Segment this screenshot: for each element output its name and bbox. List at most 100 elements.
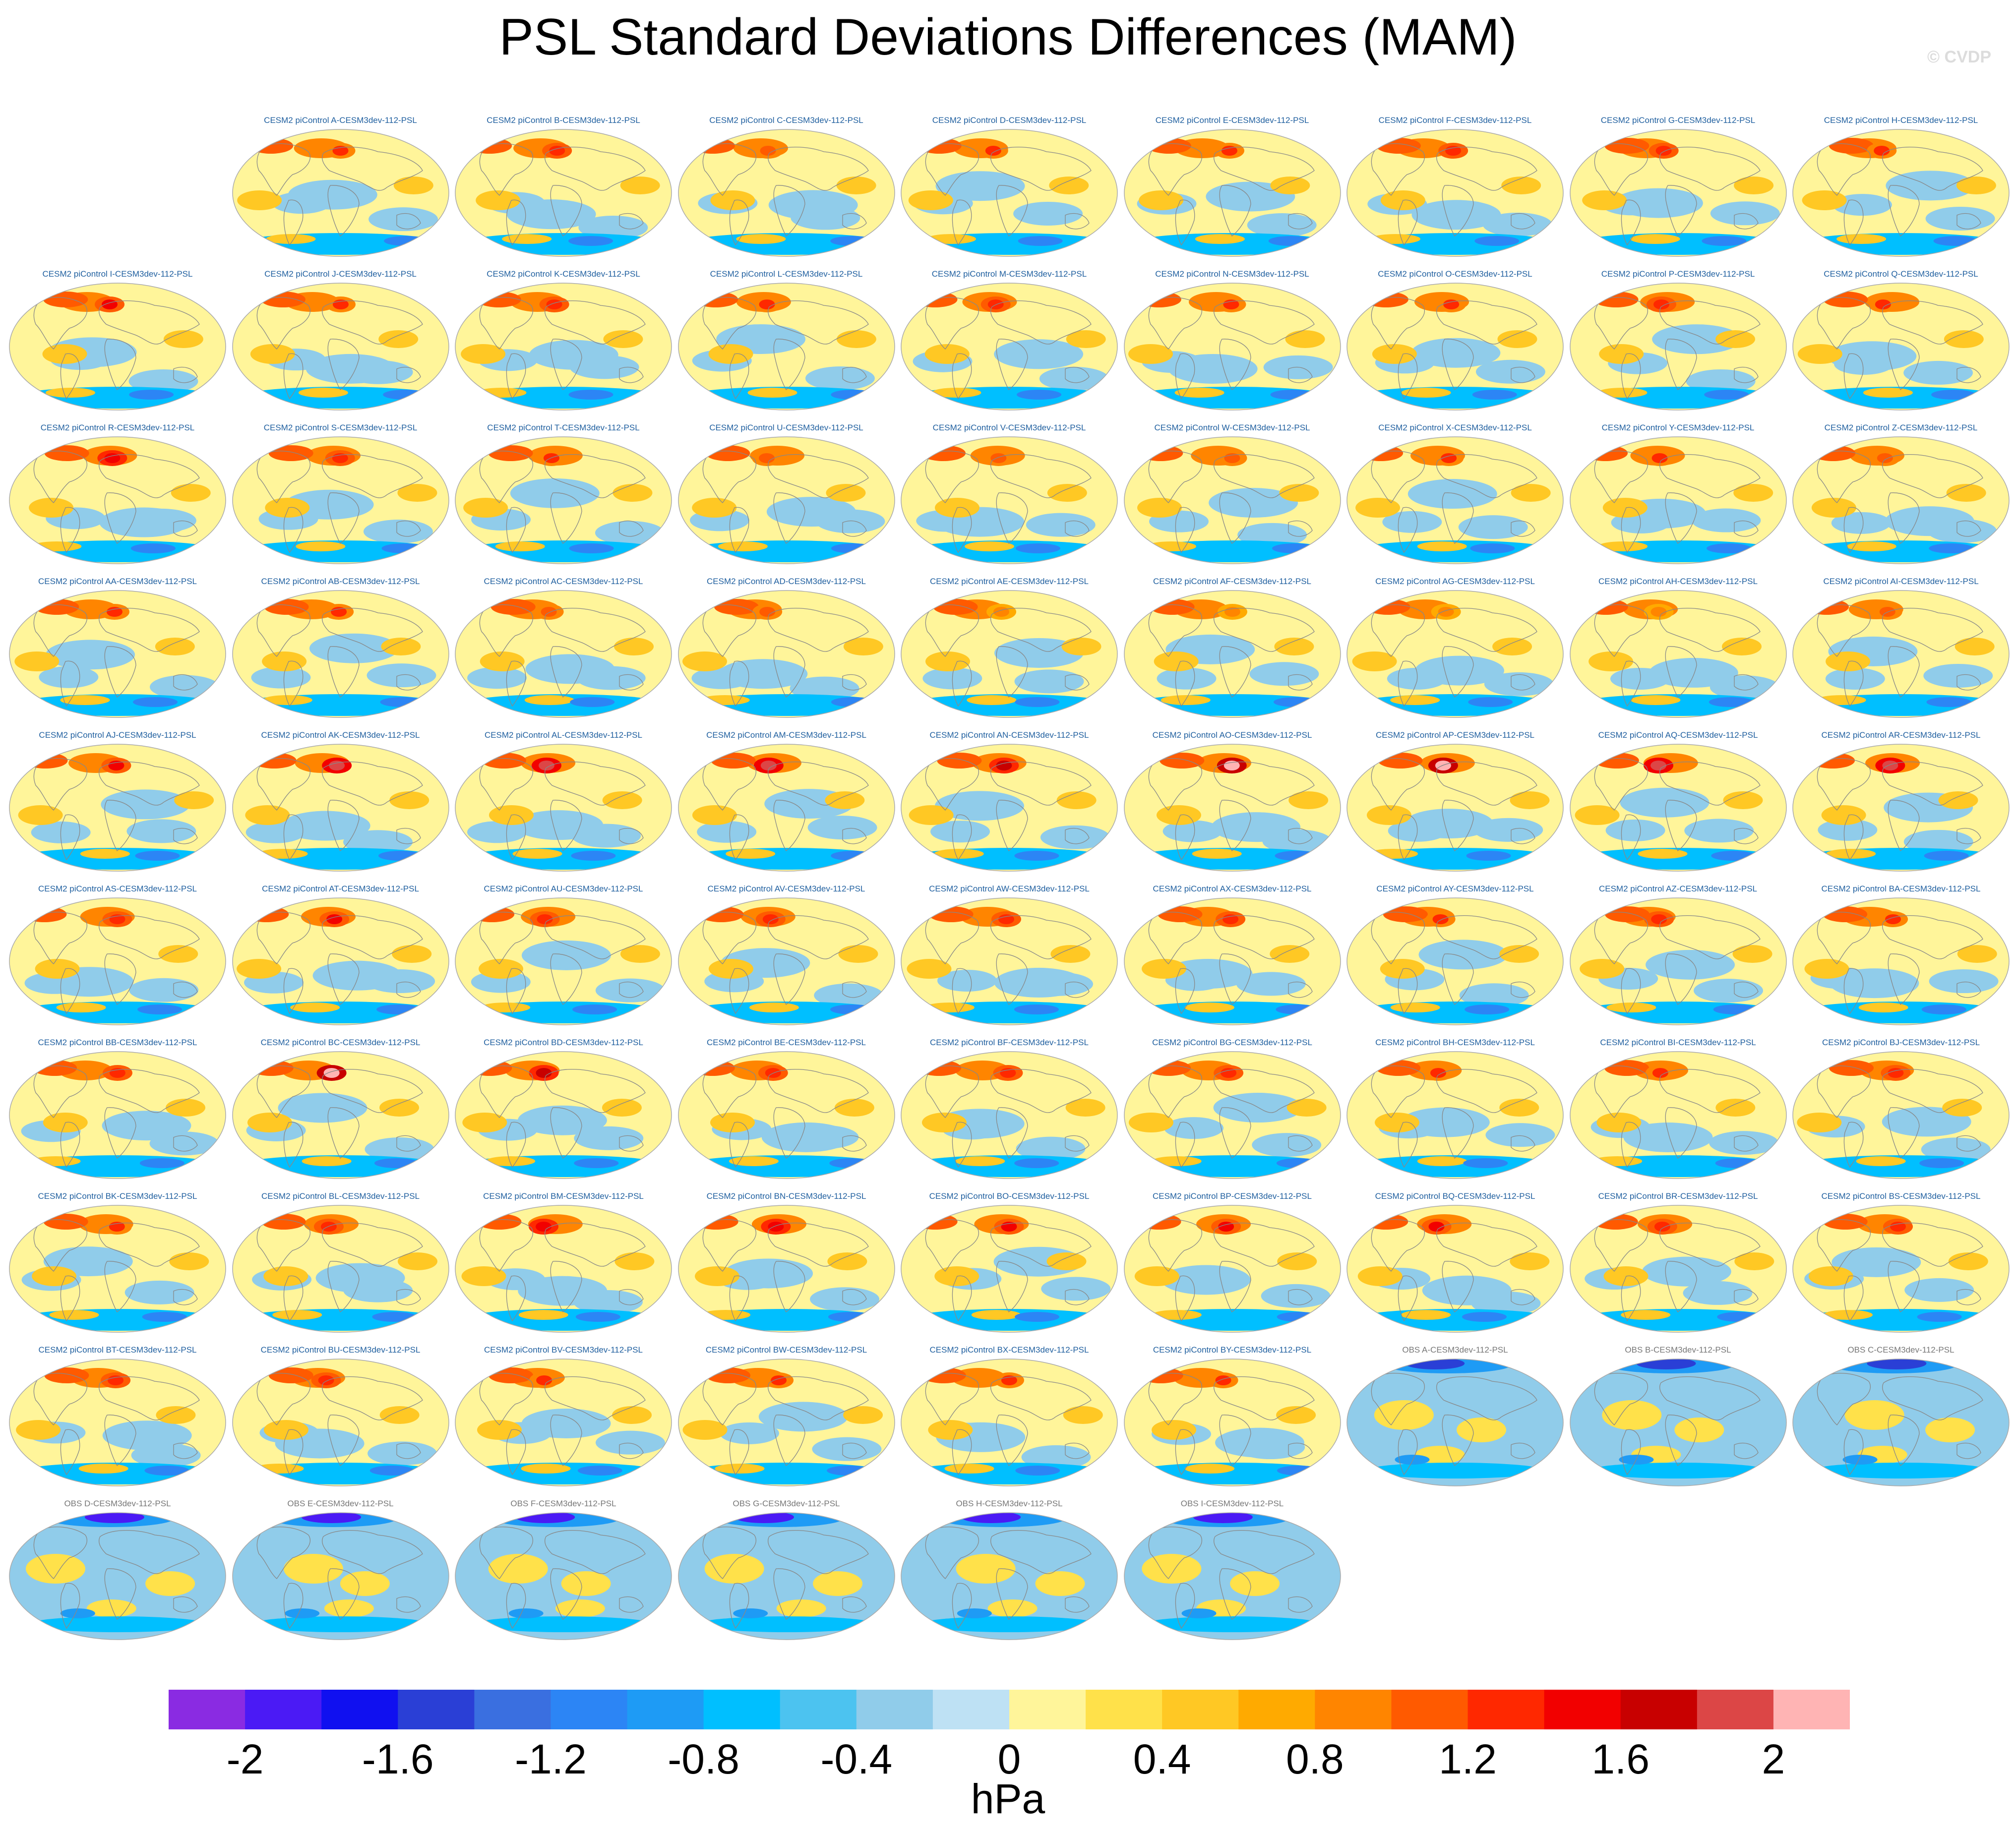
anomaly-region [1944,330,1984,348]
coastline [173,828,198,844]
coastline [996,1568,1028,1620]
map-panel: OBS C-CESM3dev-112-PSL [1789,1345,2013,1493]
map-border [232,1205,449,1333]
anomaly-region [705,1367,750,1383]
anomaly-region [371,1312,417,1322]
coastline [550,185,582,237]
coastline [619,1289,644,1305]
world-map [9,590,226,718]
coastline [1436,147,1537,191]
coastline [1287,1442,1313,1459]
map-panel: CESM2 piControl BL-CESM3dev-112-PSL [229,1191,452,1340]
anomaly-region [1274,851,1319,861]
panel-title: CESM2 piControl BN-CESM3dev-112-PSL [706,1191,866,1201]
anomaly-region [1358,445,1404,461]
anomaly-region [1138,1367,1183,1383]
coastline [1594,604,1648,657]
coastline [1888,339,1920,390]
coastline [60,814,80,861]
anomaly-region [682,651,727,671]
anomaly-region [830,390,875,400]
coastline [327,185,360,237]
coastline [1882,147,1983,191]
anomaly-region [133,697,178,707]
anomaly-region [1370,234,1420,244]
coastline [1287,520,1313,537]
anomaly-region [1475,359,1545,384]
anomaly-region [142,1312,187,1322]
coastline [396,520,421,537]
panel-title: OBS D-CESM3dev-112-PSL [64,1499,171,1508]
panel-title: CESM2 piControl AQ-CESM3dev-112-PSL [1598,730,1758,740]
map-panel: CESM2 piControl W-CESM3dev-112-PSL [1121,422,1344,571]
anomaly-region [831,543,876,553]
coastline [767,608,869,652]
anomaly-region [1355,498,1401,518]
map-panel: CESM2 piControl BO-CESM3dev-112-PSL [898,1191,1121,1340]
world-map [1123,1205,1341,1333]
coastline [952,1122,972,1168]
map-panel: CESM2 piControl K-CESM3dev-112-PSL [452,269,675,417]
anomaly-region [1829,1060,1874,1076]
map-border [677,1051,895,1179]
coastline [1398,353,1418,400]
coastline [256,143,310,196]
anomaly-region [1597,541,1648,551]
panel-title: CESM2 piControl BT-CESM3dev-112-PSL [38,1345,197,1355]
anomaly-region [1704,390,1749,400]
map-panel: OBS F-CESM3dev-112-PSL [452,1498,675,1647]
panel-title: CESM2 piControl T-CESM3dev-112-PSL [487,423,640,432]
anomaly-region [158,945,198,963]
coastline [104,1107,136,1159]
anomaly-region [1836,234,1887,244]
coastline [396,828,421,844]
world-map [232,1512,449,1640]
anomaly-region [1832,194,1892,216]
anomaly-region [474,1616,653,1632]
anomaly-region [1810,753,1855,769]
map-border [1346,1205,1564,1333]
anomaly-region [955,1156,1005,1166]
anomaly-region [1463,1158,1508,1168]
coastline [702,1065,756,1118]
coastline [550,953,582,1005]
coastline [1436,762,1537,806]
world-map [1569,1359,1787,1486]
anomaly-region [343,360,413,384]
coastline [767,454,869,498]
colorbar-tick-label: 1.6 [1591,1736,1650,1782]
coastline [1213,608,1315,652]
anomaly-region [1877,453,1893,463]
anomaly-region [807,816,877,840]
anomaly-region [1842,1455,1878,1465]
anomaly-region [60,1608,95,1618]
coastline [767,1530,869,1574]
anomaly-region [1407,479,1497,509]
coastline [925,604,979,657]
coastline [104,646,136,698]
anomaly-region [536,1068,552,1078]
coastline [33,758,87,811]
anomaly-region [602,1099,642,1117]
anomaly-region [539,761,555,770]
anomaly-region [574,1126,644,1150]
coastline [1659,147,1761,191]
anomaly-region [1015,697,1060,707]
coastline [1665,185,1697,237]
coastline [321,762,423,806]
coastline [1659,608,1761,652]
map-border [1346,1051,1564,1179]
anomaly-region [1462,1312,1507,1322]
coastline [767,1376,869,1420]
anomaly-region [1417,1156,1467,1166]
world-map [455,590,672,718]
panel-title: CESM2 piControl BO-CESM3dev-112-PSL [929,1191,1090,1201]
anomaly-region [1152,1156,1202,1166]
world-map [1792,897,2010,1025]
coastline [773,953,805,1005]
coastline [396,213,421,230]
coastline [1287,366,1313,383]
anomaly-region [470,906,515,922]
coastline [99,1223,200,1267]
anomaly-region [1574,233,1782,255]
